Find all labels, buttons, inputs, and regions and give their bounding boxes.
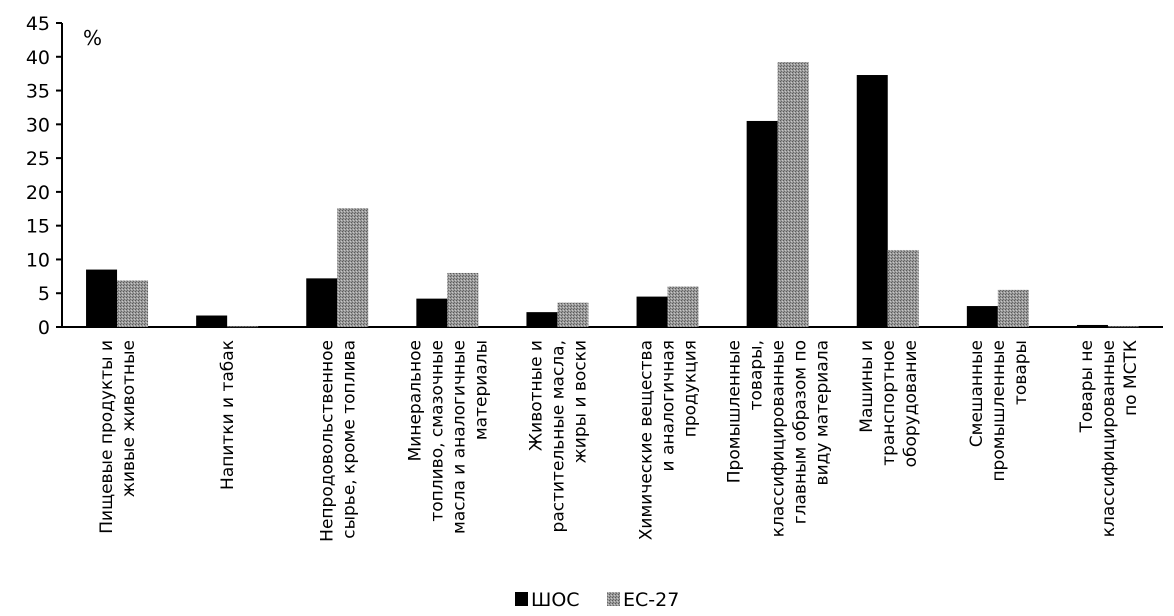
bar-shos-7	[856, 75, 888, 327]
y-tick-label: 30	[26, 114, 50, 136]
category-label-1: Напитки и табак	[218, 340, 238, 490]
category-label-line: Непродовольственное	[317, 340, 337, 542]
y-tick-label: 20	[26, 182, 50, 204]
category-label-line: топливо, смазочные	[427, 340, 447, 522]
category-label-3: Минеральное топливо, смазочные масла и ана…	[405, 340, 491, 534]
category-label-line: транспортное	[879, 340, 899, 466]
bar-ec27-2	[337, 208, 369, 327]
category-label-line: Промышленные	[725, 340, 745, 483]
category-label-line: материалы	[471, 340, 491, 440]
category-label-line: оборудование	[901, 340, 921, 467]
category-label-line: главным образом по	[791, 340, 811, 524]
category-label-line: Минеральное	[405, 340, 425, 461]
category-label-line: виду материала	[813, 340, 833, 485]
legend-swatch-1	[607, 592, 620, 606]
category-labels: Пищевые продукты и живые животные Напитки …	[97, 340, 1141, 542]
category-label-line: товары	[1011, 340, 1031, 405]
y-tick-label: 10	[26, 249, 50, 271]
category-label-line: Животные и	[526, 340, 546, 451]
bar-shos-4	[526, 312, 558, 327]
bar-ec27-3	[447, 272, 479, 327]
bar-ec27-6	[777, 62, 809, 327]
category-label-line: товары,	[747, 340, 767, 410]
legend-label-0: ШОС	[531, 589, 580, 611]
y-tick-label: 5	[38, 283, 50, 305]
y-tick-label: 40	[26, 47, 50, 69]
category-label-line: промышленные	[989, 340, 1009, 482]
category-label-6: Промышленные товары, классифицированные гла…	[725, 340, 833, 537]
y-tick-label: 0	[38, 317, 50, 339]
bar-ec27-5	[667, 286, 699, 327]
legend: ШОС ЕС-27	[515, 589, 679, 611]
category-label-line: Пищевые продукты и	[97, 340, 117, 534]
bar-shos-3	[416, 298, 448, 327]
bar-ec27-7	[887, 249, 919, 327]
category-label-line: продукция	[681, 340, 701, 437]
bar-shos-2	[306, 278, 338, 327]
category-label-4: Животные и растительные масла, жиры и воск…	[526, 340, 590, 532]
y-ticks: 0 5 10 15 20 25 30 35 40 45	[26, 13, 62, 339]
legend-swatch-0	[515, 592, 528, 606]
bar-shos-1	[196, 315, 228, 327]
bar-ec27-9	[1107, 326, 1139, 328]
y-tick-label: 15	[26, 216, 50, 238]
bar-shos-6	[746, 120, 778, 327]
category-label-line: Товары не	[1077, 340, 1097, 433]
category-label-line: классифицированные	[1099, 340, 1119, 537]
category-label-line: растительные масла,	[548, 340, 568, 532]
bar-shos-9	[1076, 324, 1108, 327]
category-label-line: Напитки и табак	[218, 340, 238, 490]
bar-ec27-0	[117, 280, 149, 327]
category-label-7: Машины и транспортное оборудование	[857, 340, 921, 467]
category-label-line: Смешанные	[967, 340, 987, 447]
bar-shos-5	[636, 296, 668, 327]
category-label-2: Непродовольственное сырье, кроме топлива	[317, 340, 359, 542]
legend-label-1: ЕС-27	[623, 589, 679, 611]
category-label-line: живые животные	[119, 340, 139, 497]
bars	[86, 62, 1139, 328]
y-tick-label: 35	[26, 81, 50, 103]
category-label-line: классифицированные	[769, 340, 789, 537]
bar-ec27-1	[227, 326, 259, 328]
y-unit-label: %	[83, 26, 102, 50]
category-label-line: по МСТК	[1121, 340, 1141, 416]
y-tick-label: 25	[26, 148, 50, 170]
category-label-5: Химические вещества и аналогичная продукци…	[637, 340, 701, 540]
category-label-line: и аналогичная	[659, 340, 679, 471]
bar-shos-0	[86, 269, 118, 327]
bar-ec27-4	[557, 302, 589, 327]
category-label-9: Товары не классифицированные по МСТК	[1077, 340, 1141, 537]
bar-ec27-8	[997, 289, 1029, 327]
category-label-8: Смешанные промышленные товары	[967, 340, 1031, 482]
category-label-line: масла и аналогичные	[449, 340, 469, 534]
category-label-line: жиры и воски	[570, 340, 590, 464]
y-tick-label: 45	[26, 13, 50, 35]
category-label-line: сырье, кроме топлива	[339, 340, 359, 539]
bar-shos-8	[966, 306, 998, 327]
axes	[61, 23, 1163, 328]
category-label-line: Химические вещества	[637, 340, 657, 540]
category-label-line: Машины и	[857, 340, 877, 433]
category-label-0: Пищевые продукты и живые животные	[97, 340, 139, 534]
